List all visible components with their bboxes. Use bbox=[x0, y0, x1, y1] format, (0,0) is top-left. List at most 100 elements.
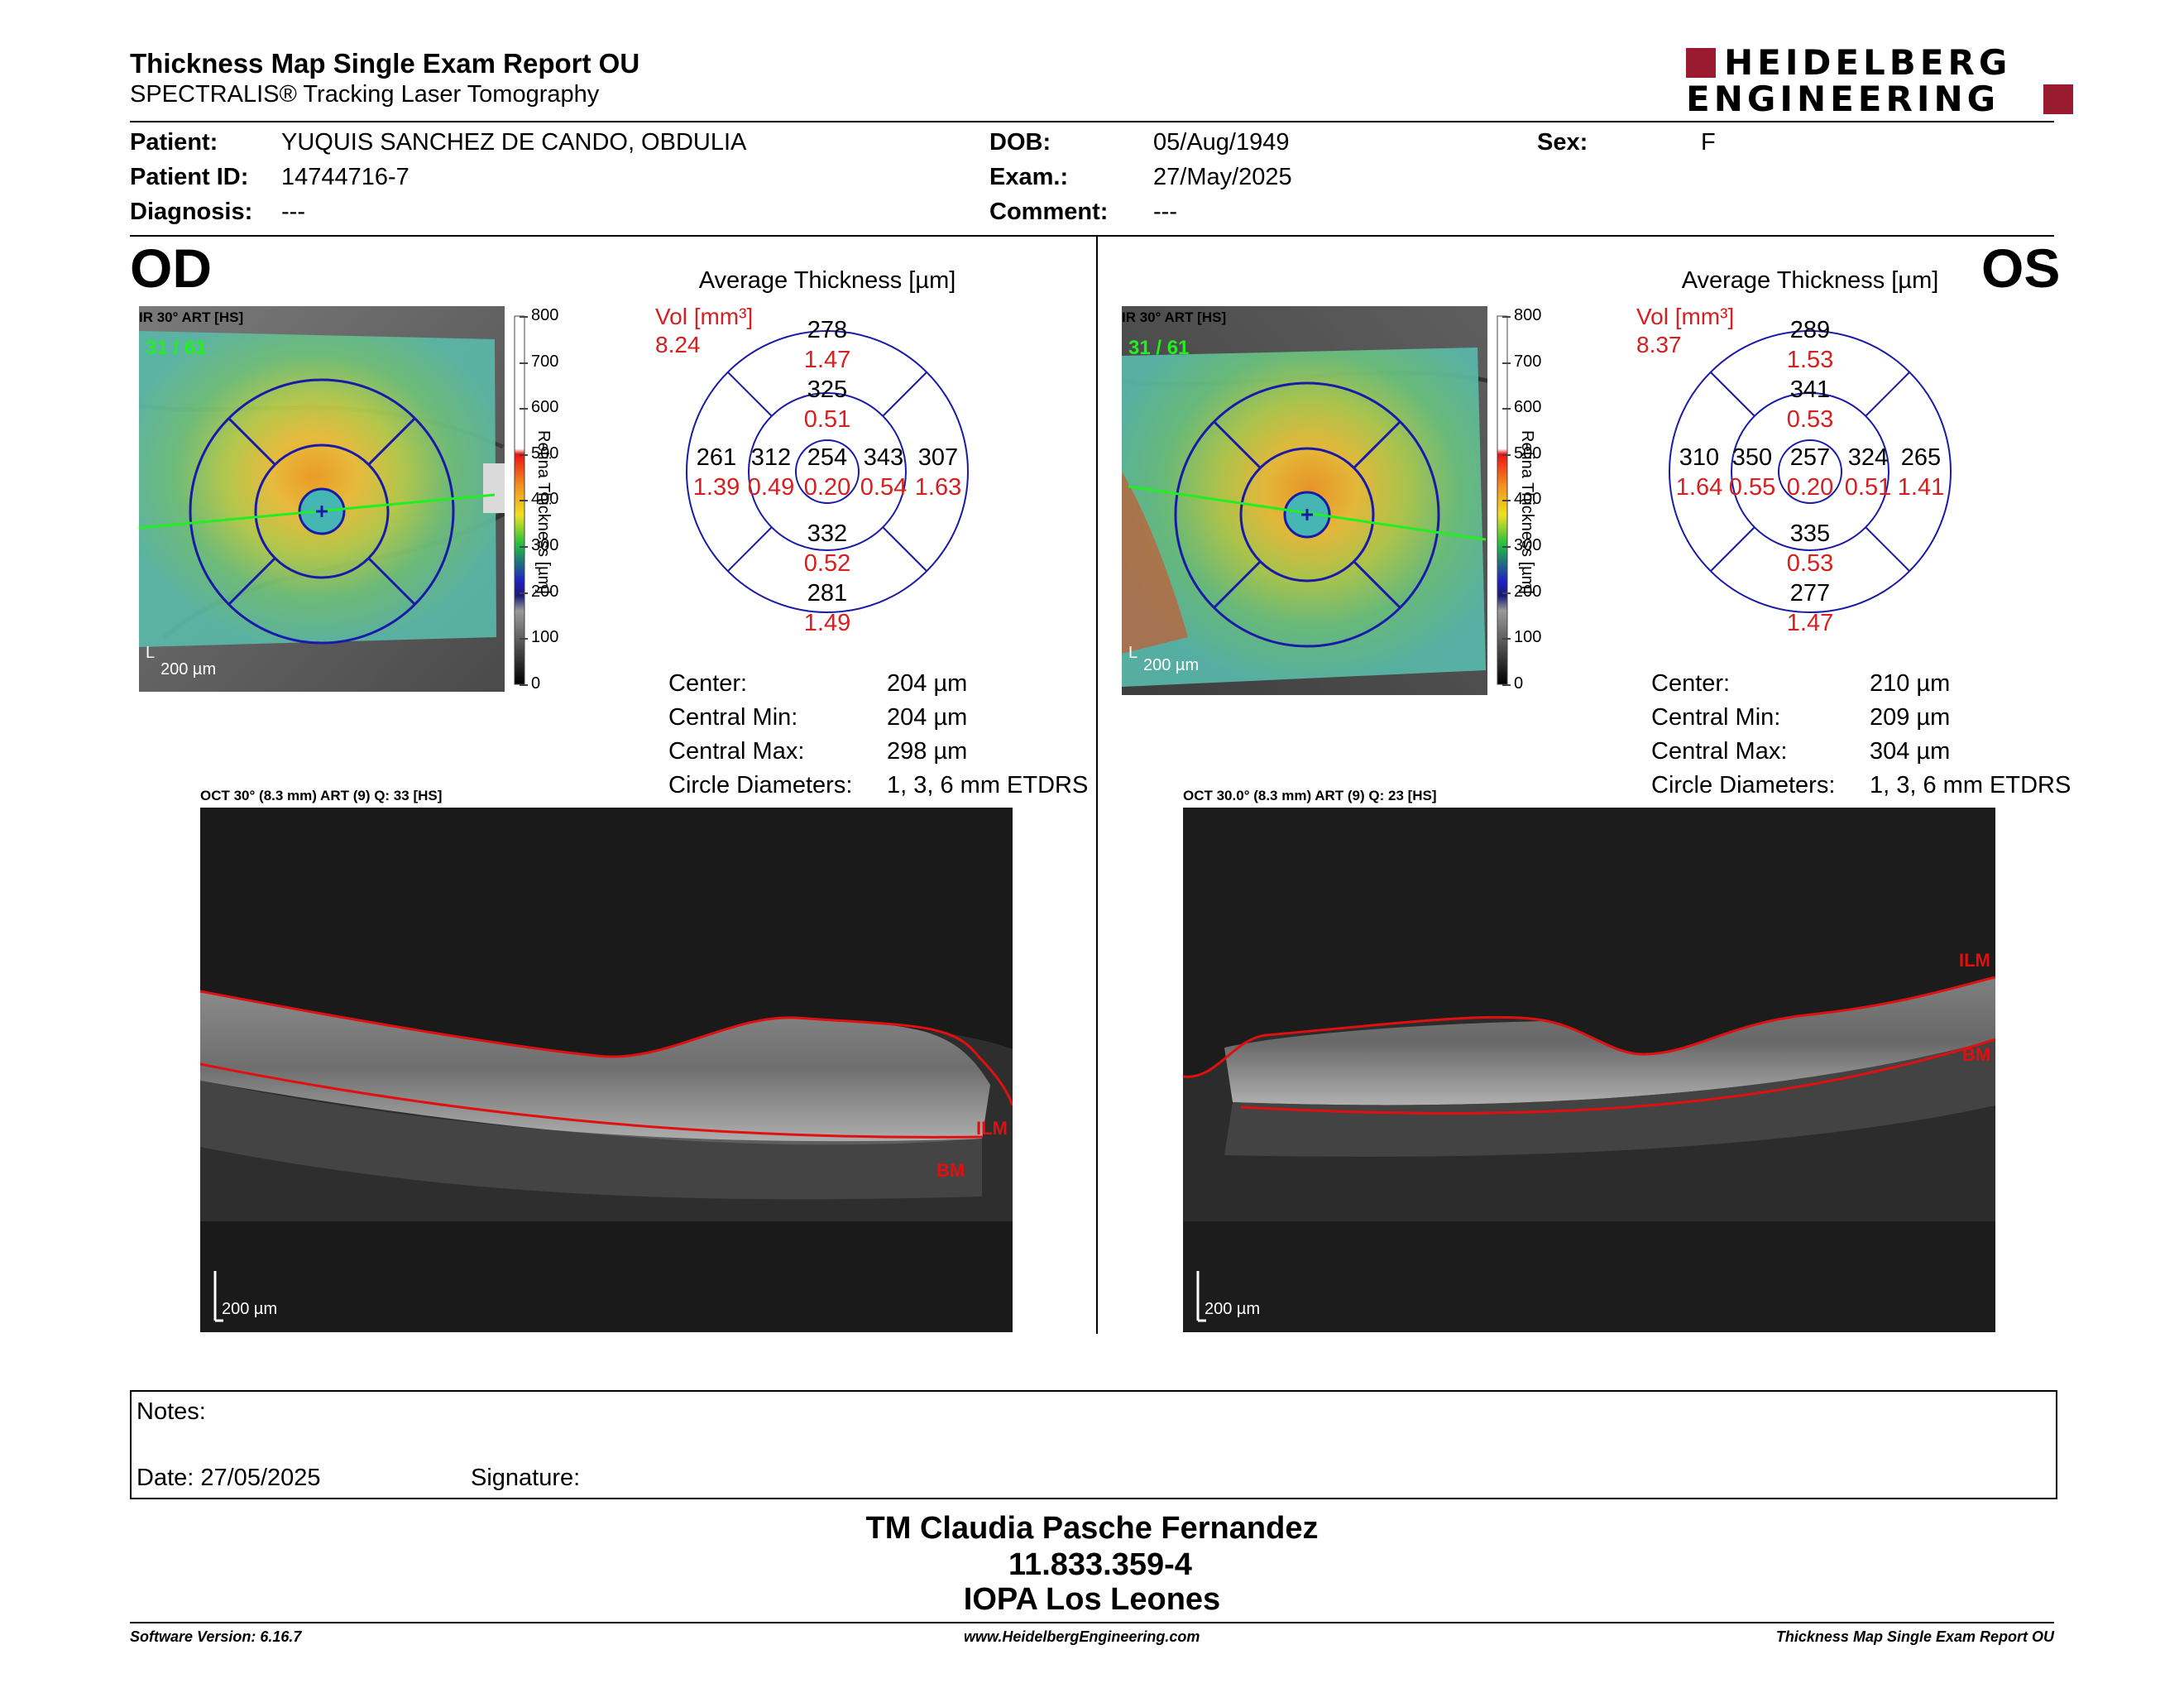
od-diam-value: 1, 3, 6 mm ETDRS bbox=[887, 772, 1089, 798]
os-scale-tick: 800 bbox=[1514, 306, 1542, 324]
os-ilm-label: ILM bbox=[1959, 950, 1990, 971]
od-scale-tick: 600 bbox=[531, 398, 559, 417]
date-label: Date: 27/05/2025 bbox=[136, 1465, 321, 1491]
diagnosis-label: Diagnosis: bbox=[130, 199, 253, 225]
logo-square-bottom bbox=[2043, 84, 2073, 114]
os-outer-right-vol: 1.41 bbox=[1898, 474, 1944, 501]
os-oct-bscan: ILM BM 200 µm bbox=[1183, 808, 1995, 1332]
os-thickness-map: L 200 µm 31 / 61 bbox=[1122, 306, 1487, 695]
od-ir-count: 31 / 61 bbox=[146, 337, 206, 359]
svg-text:L: L bbox=[1128, 644, 1138, 662]
logo-line1: HEIDELBERG bbox=[1724, 42, 2012, 83]
os-ir-count: 31 / 61 bbox=[1128, 337, 1189, 359]
od-oct-scalebar: 200 µm bbox=[222, 1300, 277, 1318]
od-ilm-label: ILM bbox=[976, 1118, 1008, 1139]
os-inner-sup-vol: 0.53 bbox=[1787, 406, 1833, 433]
os-etdrs-grid: Average Thickness [µm] Vol [mm³] 8.37 28… bbox=[1636, 267, 1952, 636]
os-scale-tickmark bbox=[1502, 316, 1511, 318]
exam-label: Exam.: bbox=[989, 164, 1069, 190]
patient-rule bbox=[130, 235, 2054, 237]
od-outer-left: 261 bbox=[697, 444, 736, 471]
od-scale-tick: 400 bbox=[531, 490, 559, 509]
od-inner-inf-vol: 0.52 bbox=[804, 550, 850, 577]
sex-label: Sex: bbox=[1537, 129, 1588, 156]
od-eye-label: OD bbox=[130, 237, 212, 299]
os-min-label: Central Min: bbox=[1651, 704, 1781, 731]
os-grid-title: Average Thickness [µm] bbox=[1682, 267, 1939, 294]
od-oct-bscan: ILM BM 200 µm bbox=[200, 808, 1013, 1332]
os-inner-inf: 335 bbox=[1790, 520, 1830, 547]
od-min-value: 204 µm bbox=[887, 704, 968, 731]
os-diam-label: Circle Diameters: bbox=[1651, 772, 1836, 798]
logo-line2: ENGINEERING bbox=[1686, 79, 2000, 119]
os-scale-tick: 500 bbox=[1514, 444, 1542, 463]
od-outer-sup: 278 bbox=[807, 317, 847, 343]
od-inner-sup: 325 bbox=[807, 376, 847, 403]
od-max-label: Central Max: bbox=[668, 738, 805, 765]
os-inner-left-vol: 0.55 bbox=[1729, 474, 1775, 501]
od-inner-left: 312 bbox=[751, 444, 791, 471]
od-inner-right-vol: 0.54 bbox=[860, 474, 907, 501]
dob-label: DOB: bbox=[989, 129, 1051, 156]
signature-label: Signature: bbox=[471, 1465, 581, 1491]
os-outer-sup: 289 bbox=[1790, 317, 1830, 343]
od-outer-inf: 281 bbox=[807, 580, 847, 607]
os-ir-scalebar: 200 µm bbox=[1143, 656, 1199, 674]
report-title: Thickness Map Single Exam Report OU bbox=[130, 48, 640, 79]
os-eye-label: OS bbox=[1981, 237, 2061, 299]
website: www.HeidelbergEngineering.com bbox=[964, 1628, 1200, 1645]
od-ir-caption: IR 30° ART [HS] bbox=[139, 309, 244, 325]
os-scale-tickmark bbox=[1502, 683, 1511, 686]
os-diam-value: 1, 3, 6 mm ETDRS bbox=[1870, 772, 2071, 798]
os-outer-sup-vol: 1.53 bbox=[1787, 347, 1833, 373]
od-inner-sup-vol: 0.51 bbox=[804, 406, 850, 433]
od-ir-scalebar: 200 µm bbox=[160, 660, 216, 679]
os-outer-inf: 277 bbox=[1790, 580, 1830, 607]
od-max-value: 298 µm bbox=[887, 738, 968, 765]
dob-value: 05/Aug/1949 bbox=[1153, 129, 1290, 156]
od-scale-tickmark bbox=[520, 638, 528, 640]
logo-square-top bbox=[1686, 48, 1716, 78]
exam-value: 27/May/2025 bbox=[1153, 164, 1292, 190]
od-center-vol: 0.20 bbox=[804, 474, 850, 501]
od-inner-right: 343 bbox=[864, 444, 903, 471]
os-inner-right-vol: 0.51 bbox=[1845, 474, 1891, 501]
os-ir-caption: IR 30° ART [HS] bbox=[1122, 309, 1227, 325]
os-scale-tickmark bbox=[1502, 592, 1511, 594]
od-scale-tick: 200 bbox=[531, 582, 559, 601]
od-inner-inf: 332 bbox=[807, 520, 847, 547]
os-scale-tickmark bbox=[1502, 638, 1511, 640]
od-scale-tick: 700 bbox=[531, 352, 559, 371]
os-center-value: 210 µm bbox=[1870, 670, 1951, 697]
os-inner-right: 324 bbox=[1848, 444, 1888, 471]
od-scale-tick: 100 bbox=[531, 628, 559, 647]
patient-name: YUQUIS SANCHEZ DE CANDO, OBDULIA bbox=[281, 129, 747, 156]
os-center-vol: 0.20 bbox=[1787, 474, 1833, 501]
od-scale-tickmark bbox=[520, 546, 528, 548]
od-bm-label: BM bbox=[936, 1160, 965, 1181]
os-max-label: Central Max: bbox=[1651, 738, 1788, 765]
os-scale-tick: 300 bbox=[1514, 536, 1542, 554]
os-outer-right: 265 bbox=[1901, 444, 1941, 471]
od-oct-caption: OCT 30° (8.3 mm) ART (9) Q: 33 [HS] bbox=[200, 788, 443, 803]
os-scale-tickmark bbox=[1502, 453, 1511, 456]
os-bm-label: BM bbox=[1962, 1044, 1990, 1065]
od-scale-tickmark bbox=[520, 408, 528, 410]
report-subtitle: SPECTRALIS® Tracking Laser Tomography bbox=[130, 81, 600, 108]
signer-name: TM Claudia Pasche Fernandez bbox=[865, 1511, 1319, 1546]
od-scale-tick: 0 bbox=[531, 674, 541, 693]
sex-value: F bbox=[1701, 129, 1716, 156]
os-center: 257 bbox=[1790, 444, 1830, 471]
eye-divider bbox=[1096, 237, 1098, 1334]
os-inner-inf-vol: 0.53 bbox=[1787, 550, 1833, 577]
os-scale-tick: 0 bbox=[1514, 674, 1524, 693]
patient-id: 14744716-7 bbox=[281, 164, 410, 190]
os-scale-tickmark bbox=[1502, 546, 1511, 548]
od-diam-label: Circle Diameters: bbox=[668, 772, 853, 798]
od-thickness-map: L 200 µm 31 / 61 bbox=[139, 306, 505, 692]
footer-report-title: Thickness Map Single Exam Report OU bbox=[1775, 1628, 2054, 1645]
os-scale-tickmark bbox=[1502, 362, 1511, 364]
od-scale-tick: 800 bbox=[531, 306, 559, 324]
os-outer-left: 310 bbox=[1679, 444, 1719, 471]
notes-box: Notes: Date: 27/05/2025 Signature: bbox=[130, 1390, 2057, 1499]
